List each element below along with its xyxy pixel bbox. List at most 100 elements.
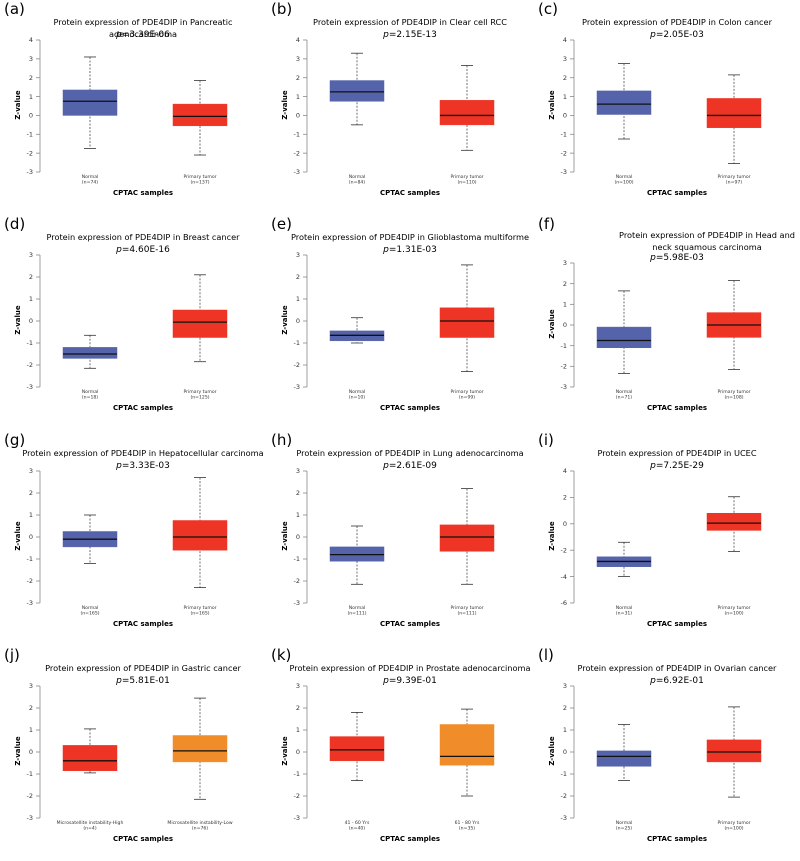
y-tick-label: 2 (29, 74, 33, 82)
y-tick-label: 0 (563, 520, 567, 528)
box-iqr (329, 736, 385, 762)
box-group (439, 708, 495, 797)
y-axis-label: Z-value (548, 736, 556, 766)
box-plot: 4 3 2 1 0 -1 -2 -3 Normal(n=100) Primary tumor(n=… (561, 36, 762, 186)
box-iqr (596, 326, 652, 348)
x-tick-label: Primary tumor (183, 605, 216, 611)
box-plot: 3 2 1 0 -1 -2 -3 Microsatellite instability-Hig… (27, 682, 233, 831)
box-iqr (439, 524, 495, 552)
y-axis-label: Z-value (14, 305, 22, 335)
box-plot: 3 2 1 0 -1 -2 -3 Normal(n=71) Primary tumor(n=10… (561, 259, 762, 401)
x-tick-label: Normal (616, 389, 633, 395)
x-tick-count: (n=100) (724, 826, 743, 832)
box-group (172, 697, 228, 800)
p-value: p=6.92E-01 (554, 676, 800, 686)
p-value-text: =5.98E-03 (655, 253, 704, 263)
y-axis-label: Z-value (548, 521, 556, 551)
box-group (172, 477, 228, 589)
box-iqr (172, 735, 228, 763)
p-value-text: =1.31E-03 (388, 245, 437, 255)
y-tick-label: 2 (296, 273, 300, 281)
y-axis-label: Z-value (281, 521, 289, 551)
y-tick-label: -1 (27, 339, 33, 347)
box-iqr (329, 80, 385, 102)
p-value-prefix: p (650, 461, 656, 471)
chart-panel: (l) Protein expression of PDE4DIP in Ovar… (534, 646, 800, 861)
x-tick-count: (n=108) (724, 395, 743, 401)
box-iqr (439, 307, 495, 338)
p-value-prefix: p (383, 461, 389, 471)
x-tick-label: Microsatellite instability-Low (167, 820, 232, 826)
y-tick-label: 3 (296, 251, 300, 259)
x-tick-count: (n=84) (349, 180, 365, 186)
box-group (62, 56, 118, 149)
y-tick-label: 2 (29, 273, 33, 281)
p-value: p=5.81E-01 (20, 676, 266, 686)
box-group (329, 52, 385, 126)
y-tick-label: 0 (29, 112, 33, 120)
y-tick-label: -1 (294, 555, 300, 563)
x-tick-label: Normal (82, 174, 99, 180)
p-value: p=3.39E-06 (20, 30, 266, 40)
chart-panel: (a) Protein expression of PDE4DIP in Panc… (0, 0, 266, 215)
x-tick-count: (n=71) (616, 395, 632, 401)
panel-label: (k) (271, 646, 292, 664)
box-plot: 4 2 0 -2 -4 -6 Normal(n=31) Primary tumor(n=100… (561, 467, 762, 617)
chart-panel: (g) Protein expression of PDE4DIP in Hepa… (0, 431, 266, 646)
y-tick-label: -2 (561, 149, 567, 157)
p-value: p=5.98E-03 (554, 253, 800, 263)
y-tick-label: 2 (563, 704, 567, 712)
x-axis-label: CPTAC samples (647, 189, 707, 197)
x-tick-count: (n=25) (616, 826, 632, 832)
y-tick-label: 2 (296, 704, 300, 712)
x-tick-count: (n=35) (459, 826, 475, 832)
panel-label: (e) (271, 215, 292, 233)
chart-title: Protein expression of PDE4DIP in Prostat… (289, 663, 531, 673)
chart-title: Protein expression of PDE4DIP in Gastric… (45, 663, 241, 673)
p-value-text: =2.61E-09 (388, 461, 437, 471)
chart-title: Protein expression of PDE4DIP in UCEC (597, 448, 757, 458)
x-tick-label: Normal (616, 605, 633, 611)
chart-panel: (d) Protein expression of PDE4DIP in Brea… (0, 215, 266, 430)
box-group (62, 728, 118, 774)
y-tick-label: -1 (27, 555, 33, 563)
p-value-text: =5.81E-01 (121, 676, 170, 686)
y-tick-label: -2 (27, 361, 33, 369)
box-group (329, 317, 385, 344)
y-tick-label: -2 (27, 792, 33, 800)
box-group (596, 290, 652, 374)
x-tick-label: Microsatellite instability-High (57, 820, 124, 826)
p-value: p=9.39E-01 (287, 676, 533, 686)
y-tick-label: 4 (563, 36, 567, 44)
chart-title: Protein expression of PDE4DIP in Gliobla… (290, 232, 530, 242)
panel-label: (a) (4, 0, 25, 18)
y-tick-label: -3 (561, 168, 567, 176)
x-axis-label: CPTAC samples (113, 404, 173, 412)
p-value-prefix: p (650, 30, 656, 40)
x-tick-label: Normal (349, 174, 366, 180)
y-tick-label: -1 (294, 770, 300, 778)
x-tick-label: Normal (82, 389, 99, 395)
y-tick-label: -3 (561, 383, 567, 391)
y-tick-label: 1 (563, 301, 567, 309)
box-group (706, 280, 762, 370)
y-tick-label: 0 (296, 112, 300, 120)
x-tick-count: (n=165) (80, 611, 99, 617)
x-tick-label: Primary tumor (450, 174, 483, 180)
y-tick-label: 3 (296, 682, 300, 690)
y-tick-label: 0 (563, 748, 567, 756)
p-value-text: =3.39E-06 (121, 30, 170, 40)
box-plot: 3 2 1 0 -1 -2 -3 Normal(n=10) Primary tumor(n=99… (294, 251, 495, 401)
p-value-prefix: p (650, 253, 656, 263)
p-value-text: =2.15E-13 (388, 30, 437, 40)
chart-panel: (e) Protein expression of PDE4DIP in Glio… (267, 215, 533, 430)
box-iqr (706, 98, 762, 128)
y-tick-label: -3 (294, 599, 300, 607)
y-tick-label: 0 (563, 112, 567, 120)
y-tick-label: -1 (27, 770, 33, 778)
box-iqr (172, 103, 228, 127)
y-tick-label: -2 (561, 792, 567, 800)
p-value-prefix: p (116, 676, 122, 686)
box-group (439, 65, 495, 151)
x-tick-label: Primary tumor (717, 174, 750, 180)
